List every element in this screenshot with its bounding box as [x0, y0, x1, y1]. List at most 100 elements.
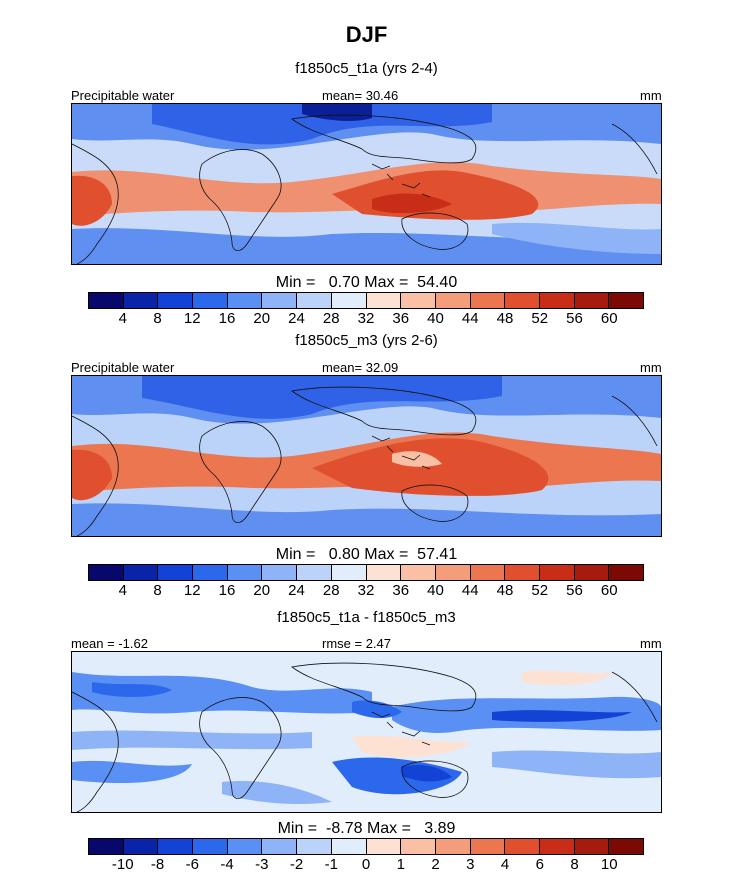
colorbar-tick-label: 24 — [288, 582, 305, 599]
colorbar-tick-label: 32 — [357, 582, 375, 599]
colorbar-tick-label: 1 — [396, 856, 405, 873]
colorbar-swatch — [539, 293, 575, 308]
colorbar-swatch — [470, 839, 506, 854]
colorbar-tick-label: 3 — [466, 856, 475, 873]
panel-3-colorbar-ticks: -10 -8 -6 -4 -3 -2 -1 0 1 2 3 4 6 8 10 — [88, 856, 644, 874]
panel-3-minmax: Min = -8.78 Max = 3.89 — [277, 820, 456, 837]
colorbar-tick-label: 20 — [253, 310, 271, 327]
panel-3-subtitle: f1850c5_t1a - f1850c5_m3 — [277, 609, 456, 626]
panel-3-map — [71, 651, 662, 813]
colorbar-swatch — [193, 565, 228, 580]
panel-2-colorbar-ticks: 4 8 12 16 20 24 28 32 36 40 44 48 52 56 60 — [88, 582, 644, 600]
colorbar-tick-label: 12 — [183, 582, 201, 599]
colorbar-swatch — [366, 839, 402, 854]
colorbar-swatch — [505, 839, 540, 854]
season-title: DJF — [345, 22, 388, 47]
panel-3-colorbar — [88, 838, 644, 855]
colorbar-tick-label: 16 — [218, 310, 236, 327]
colorbar-swatch — [366, 565, 402, 580]
colorbar-tick-label: 44 — [461, 582, 479, 599]
colorbar-swatch — [89, 565, 124, 580]
colorbar-swatch — [505, 293, 540, 308]
panel-2-units-label: mm — [640, 360, 662, 375]
colorbar-tick-label: 48 — [496, 582, 514, 599]
colorbar-swatch — [401, 839, 436, 854]
colorbar-swatch — [470, 293, 506, 308]
colorbar-swatch — [331, 293, 367, 308]
colorbar-tick-label: 52 — [531, 582, 549, 599]
colorbar-tick-label: 36 — [392, 582, 410, 599]
panel-1-colorbar — [88, 292, 644, 309]
colorbar-swatch — [227, 565, 263, 580]
colorbar-swatch — [435, 293, 471, 308]
colorbar-swatch — [262, 839, 298, 854]
colorbar-swatch — [539, 565, 575, 580]
colorbar-swatch — [158, 293, 194, 308]
colorbar-swatch — [609, 839, 643, 854]
colorbar-tick-label: -8 — [150, 856, 165, 873]
colorbar-tick-label: 4 — [118, 582, 127, 599]
colorbar-tick-label: 60 — [600, 310, 618, 327]
colorbar-swatch — [227, 293, 263, 308]
colorbar-tick-label: 8 — [570, 856, 579, 873]
colorbar-tick-label: 56 — [566, 310, 583, 327]
colorbar-tick-label: -2 — [289, 856, 304, 873]
panel-1-map — [71, 103, 662, 265]
colorbar-tick-label: 28 — [322, 310, 340, 327]
colorbar-swatch — [609, 565, 643, 580]
colorbar-swatch — [89, 293, 124, 308]
colorbar-tick-label: 56 — [566, 582, 583, 599]
colorbar-tick-label: 20 — [253, 582, 271, 599]
colorbar-swatch — [539, 839, 575, 854]
colorbar-swatch — [123, 293, 159, 308]
colorbar-swatch — [297, 293, 332, 308]
colorbar-tick-label: 24 — [288, 310, 305, 327]
colorbar-swatch — [158, 839, 194, 854]
colorbar-tick-label: 44 — [461, 310, 479, 327]
colorbar-tick-label: 36 — [392, 310, 410, 327]
panel-2-map — [71, 375, 662, 537]
colorbar-tick-label: 60 — [600, 582, 618, 599]
colorbar-tick-label: 32 — [357, 310, 375, 327]
colorbar-swatch — [123, 565, 159, 580]
colorbar-swatch — [89, 839, 124, 854]
panel-1-minmax: Min = 0.70 Max = 54.40 — [275, 274, 458, 291]
colorbar-tick-label: -10 — [111, 856, 134, 873]
colorbar-swatch — [401, 565, 436, 580]
panel-2-colorbar — [88, 564, 644, 581]
colorbar-swatch — [609, 293, 643, 308]
panel-1-subtitle: f1850c5_t1a (yrs 2-4) — [295, 60, 438, 77]
colorbar-swatch — [470, 565, 506, 580]
colorbar-tick-label: 4 — [500, 856, 510, 873]
colorbar-tick-label: -3 — [255, 856, 269, 873]
colorbar-swatch — [331, 839, 367, 854]
colorbar-tick-label: -1 — [324, 856, 338, 873]
colorbar-tick-label: 0 — [361, 856, 371, 873]
panel-1-left-label: Precipitable water — [71, 88, 175, 103]
colorbar-swatch — [331, 565, 367, 580]
colorbar-swatch — [297, 839, 332, 854]
panel-2-subtitle: f1850c5_m3 (yrs 2-6) — [295, 332, 438, 349]
colorbar-swatch — [262, 293, 298, 308]
colorbar-swatch — [366, 293, 402, 308]
colorbar-tick-label: 40 — [427, 310, 444, 327]
panel-2-minmax: Min = 0.80 Max = 57.41 — [275, 546, 458, 563]
colorbar-tick-label: 28 — [322, 582, 340, 599]
colorbar-swatch — [158, 565, 194, 580]
colorbar-tick-label: -6 — [185, 856, 199, 873]
colorbar-swatch — [401, 293, 436, 308]
colorbar-swatch — [193, 293, 228, 308]
colorbar-tick-label: 48 — [496, 310, 514, 327]
colorbar-swatch — [262, 565, 298, 580]
colorbar-swatch — [227, 839, 263, 854]
colorbar-tick-label: -4 — [220, 856, 234, 873]
panel-3-mean-label: mean = -1.62 — [71, 636, 148, 651]
colorbar-swatch — [297, 565, 332, 580]
colorbar-tick-label: 16 — [218, 582, 236, 599]
colorbar-tick-label: 8 — [153, 582, 162, 599]
colorbar-swatch — [435, 565, 471, 580]
colorbar-tick-label: 10 — [600, 856, 618, 873]
colorbar-tick-label: 6 — [535, 856, 544, 873]
colorbar-swatch — [193, 839, 228, 854]
colorbar-tick-label: 12 — [183, 310, 201, 327]
